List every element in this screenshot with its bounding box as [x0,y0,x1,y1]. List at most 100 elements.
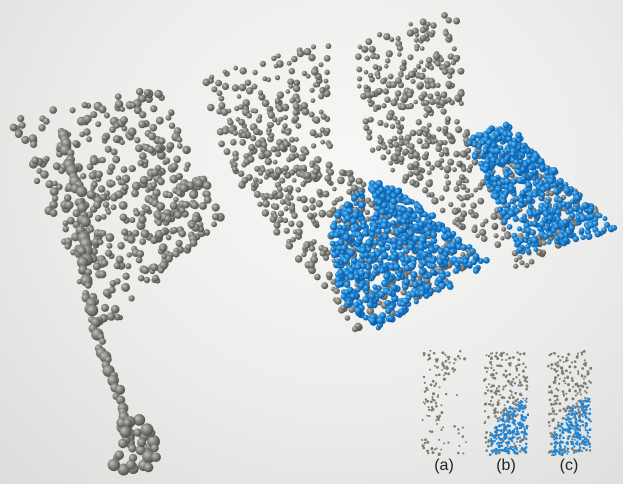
cloth-particle [416,63,421,69]
fluid-particle [538,181,544,187]
fluid-particle [402,278,411,286]
inset-cloth-particle [433,393,436,396]
cloth-particle [274,97,281,104]
cloth-particle [149,123,158,132]
cloth-particle [275,53,281,59]
inset-cloth-particle [494,415,497,418]
cloth-particle [300,101,309,110]
fluid-particle [479,152,485,158]
inset-cloth-particle [489,361,493,364]
inset-cloth-particle [550,390,553,394]
cloth-particle [157,177,165,186]
cloth-particle [452,55,460,63]
cloth-particle [457,67,465,75]
cloth-particle [372,64,379,70]
fluid-particle [542,210,550,218]
inset-cloth-particle [435,404,438,408]
inset-cloth-particle [440,428,443,431]
fluid-particle [351,194,358,202]
cloth-particle [494,241,502,248]
inset-cloth-particle [434,382,438,385]
inset-cloth-particle [516,364,519,367]
fluid-particle [546,214,554,221]
inset-cloth-particle [522,397,525,400]
fluid-particle [411,281,419,289]
inset-cloth-particle [581,442,584,445]
cloth-particle [408,143,415,150]
fluid-particle [422,211,428,218]
inset-cloth-particle [550,367,553,370]
cloth-particle [234,105,240,112]
cloth-particle [317,172,323,178]
inset-cloth-particle [453,368,457,371]
fluid-particle [333,232,340,239]
fluid-particle [391,243,398,250]
inset-cloth-particle [586,397,589,400]
cloth-particle [399,73,404,78]
fluid-particle [515,163,522,170]
inset-fluid-particle [510,447,513,451]
fluid-particle [350,257,358,264]
fluid-particle [517,246,524,253]
cloth-particle [134,107,142,114]
cloth-particle [122,272,130,280]
cloth-particle [310,44,317,50]
fluid-particle [427,218,433,225]
fluid-particle [349,293,356,300]
fluid-particle [478,160,485,168]
fluid-particle [359,246,367,254]
cloth-particle [447,73,453,79]
inset-cloth-particle [579,393,583,396]
cloth-particle [150,105,158,113]
cloth-particle [316,188,323,196]
fluid-particle [365,264,372,271]
cloth-particle [425,56,433,64]
inset-cloth-particle [519,352,522,356]
cloth-particle [414,46,420,52]
cloth-particle [279,199,286,205]
cloth-particle [121,183,129,191]
cloth-particle [446,33,453,40]
cloth-particle [90,111,98,119]
cloth-particle [179,207,186,214]
inset-fluid-particle [558,447,562,450]
inset-fluid-particle [588,436,591,439]
inset-cloth-particle [432,351,436,355]
cloth-particle [464,187,471,194]
inset-cloth-particle [557,382,561,385]
inset-cloth-particle [515,367,519,371]
cloth-particle [369,147,376,153]
cloth-particle [413,99,418,105]
cloth-particle [362,118,369,125]
inset-cloth-particle [441,369,443,371]
cloth-particle [282,217,289,224]
fluid-particle [436,275,444,284]
inset-cloth-particle [485,386,488,389]
cloth-particle [355,53,362,61]
inset-fluid-particle [572,443,575,446]
cloth-particle [374,53,380,60]
inset-fluid-particle [558,428,562,432]
inset-fluid-particle [582,435,585,438]
inset-fluid-particle [558,443,561,446]
cloth-particle [227,119,234,126]
inset-fluid-particle [578,437,582,441]
fluid-particle [441,228,448,234]
inset-cloth-particle [521,369,525,373]
inset-fluid-particle [511,446,514,448]
cloth-particle [458,101,464,107]
fluid-particle [337,269,344,276]
inset-cloth-particle [556,374,560,377]
inset-fluid-particle [574,421,578,424]
inset-cloth-particle [586,372,590,376]
inset-fluid-particle [518,444,521,447]
cloth-particle [45,180,54,189]
fluid-particle [428,246,435,253]
inset-cloth-particle [423,390,426,393]
cloth-particle [435,82,441,89]
inset-fluid-particle [588,445,591,448]
inset-fluid-particle [516,440,518,443]
cloth-particle [461,166,467,172]
cloth-particle [21,135,30,144]
fluid-particle [372,264,379,270]
